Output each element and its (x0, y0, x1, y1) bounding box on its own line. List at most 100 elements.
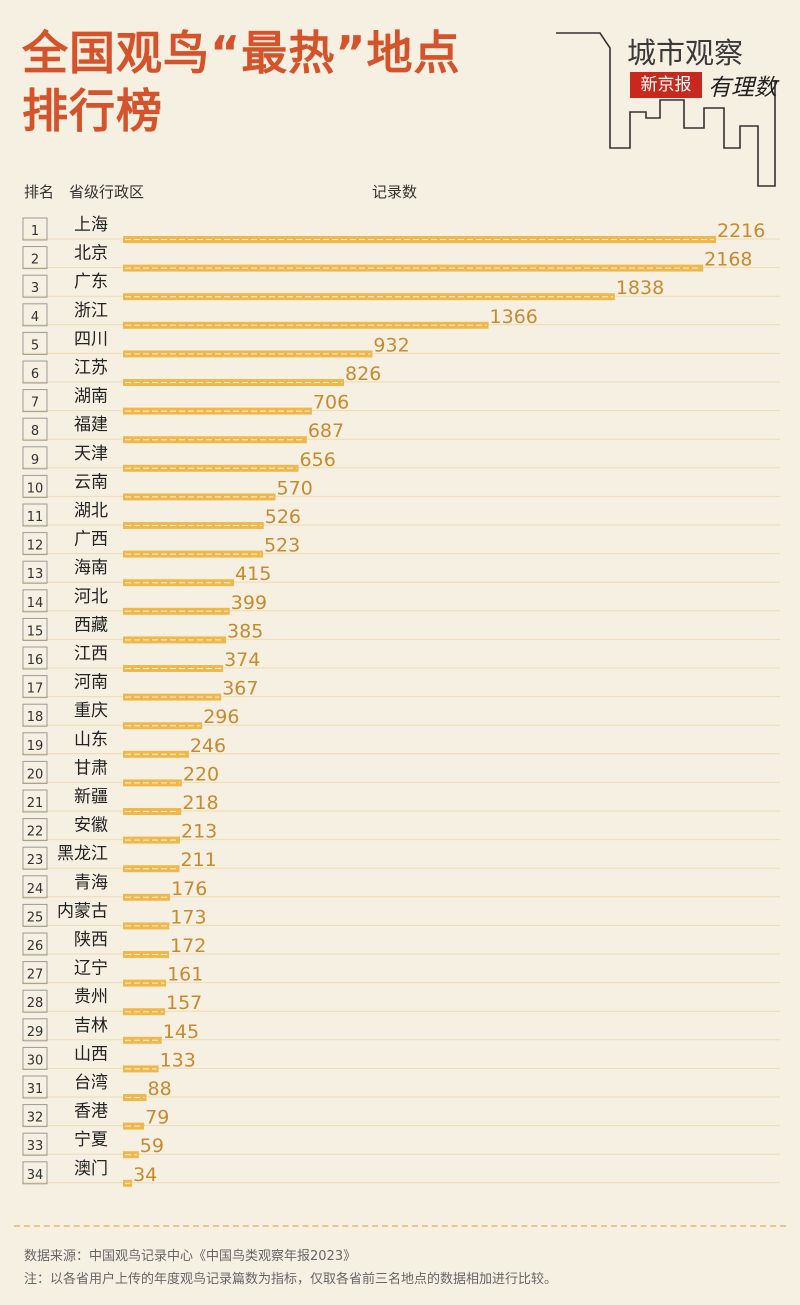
rank-label: 14 (27, 596, 44, 611)
value-label: 687 (308, 420, 344, 442)
data-source: 数据来源：中国观鸟记录中心《中国鸟类观察年报2023》 (24, 1249, 357, 1264)
rank-box (22, 617, 48, 641)
category-label: 海南 (74, 558, 108, 578)
value-label: 176 (171, 878, 207, 900)
value-label: 1366 (490, 306, 538, 328)
rank-box (22, 474, 48, 498)
value-label: 706 (313, 392, 349, 414)
title-line-1: 全国观鸟“最热”地点 (22, 26, 461, 80)
rank-box (22, 503, 48, 527)
rank-label: 4 (31, 310, 39, 325)
rank-box (22, 1132, 48, 1156)
value-label: 133 (160, 1049, 196, 1071)
bar (123, 436, 307, 444)
value-label: 145 (163, 1021, 199, 1043)
category-label: 浙江 (74, 301, 108, 321)
rank-box (22, 446, 48, 470)
value-label: 932 (373, 334, 409, 356)
bar (123, 579, 235, 587)
category-label: 江西 (74, 644, 108, 664)
rank-label: 3 (31, 281, 39, 296)
category-label: 台湾 (74, 1073, 108, 1093)
category-label: 甘肃 (74, 758, 108, 778)
value-label: 213 (181, 821, 217, 843)
rank-box (22, 331, 48, 355)
value-label: 367 (222, 678, 258, 700)
rank-label: 6 (31, 367, 39, 382)
column-header-region: 省级行政区 (69, 183, 145, 201)
rank-label: 30 (27, 1053, 44, 1068)
rank-label: 10 (27, 481, 44, 496)
value-label: 34 (133, 1164, 157, 1186)
rank-box (22, 1161, 48, 1185)
rank-label: 34 (27, 1168, 44, 1183)
rank-box (22, 903, 48, 927)
rank-label: 32 (27, 1111, 44, 1126)
city-skyline-icon (556, 32, 776, 187)
value-label: 385 (227, 620, 263, 642)
category-label: 宁夏 (74, 1130, 108, 1150)
category-label: 湖南 (74, 387, 108, 407)
rank-box (22, 560, 48, 584)
rank-box (22, 818, 48, 842)
category-label: 云南 (74, 472, 108, 492)
value-label: 246 (190, 735, 226, 757)
value-label: 2168 (704, 249, 752, 271)
brand-paper-badge: 新京报 (630, 72, 702, 98)
rank-box (22, 646, 48, 670)
rank-box (22, 246, 48, 270)
rank-box (22, 760, 48, 784)
rank-label: 24 (27, 882, 44, 897)
value-label: 59 (140, 1135, 164, 1157)
rank-label: 33 (27, 1139, 44, 1154)
data-note: 注：以各省用户上传的年度观鸟记录篇数为指标，仅取各省前三名地点的数据相加进行比较… (24, 1272, 558, 1287)
value-label: 374 (224, 649, 260, 671)
column-header-rank: 排名 (24, 183, 55, 201)
rank-label: 16 (27, 653, 44, 668)
rank-label: 18 (27, 710, 44, 725)
value-label: 172 (170, 935, 206, 957)
rank-box (22, 989, 48, 1013)
rank-label: 31 (27, 1082, 44, 1097)
title-line-2: 排行榜 (22, 84, 163, 138)
rank-box (22, 1075, 48, 1099)
rank-label: 23 (27, 853, 44, 868)
brand-tagline: 有理数 (708, 75, 777, 101)
category-label: 辽宁 (74, 959, 108, 979)
rank-box (22, 875, 48, 899)
rank-label: 15 (27, 624, 44, 639)
value-label: 211 (180, 849, 216, 871)
category-label: 江苏 (74, 358, 108, 378)
rank-label: 22 (27, 825, 44, 840)
category-label: 广东 (74, 272, 108, 292)
category-label: 四川 (74, 329, 108, 349)
category-label: 新疆 (74, 787, 108, 807)
bar (123, 836, 180, 844)
value-label: 570 (277, 477, 313, 499)
rank-box (22, 274, 48, 298)
rank-box (22, 732, 48, 756)
brand-city-watch: 城市观察 (627, 36, 744, 70)
category-label: 陕西 (74, 930, 108, 950)
category-label: 山东 (74, 730, 108, 750)
rank-box (22, 303, 48, 327)
value-label: 79 (145, 1107, 169, 1129)
rank-label: 11 (27, 510, 44, 525)
category-label: 安徽 (74, 816, 108, 836)
rank-box (22, 675, 48, 699)
category-label: 青海 (74, 873, 108, 893)
category-label: 黑龙江 (57, 844, 108, 864)
rank-box (22, 961, 48, 985)
value-label: 157 (166, 992, 202, 1014)
value-label: 399 (231, 592, 267, 614)
rank-label: 28 (27, 996, 44, 1011)
category-label: 贵州 (74, 987, 108, 1007)
value-label: 526 (265, 506, 301, 528)
rank-box (22, 360, 48, 384)
bar (123, 865, 180, 873)
rank-label: 21 (27, 796, 44, 811)
footer-divider (14, 1225, 786, 1227)
rank-label: 8 (31, 424, 39, 439)
bar (123, 236, 716, 243)
